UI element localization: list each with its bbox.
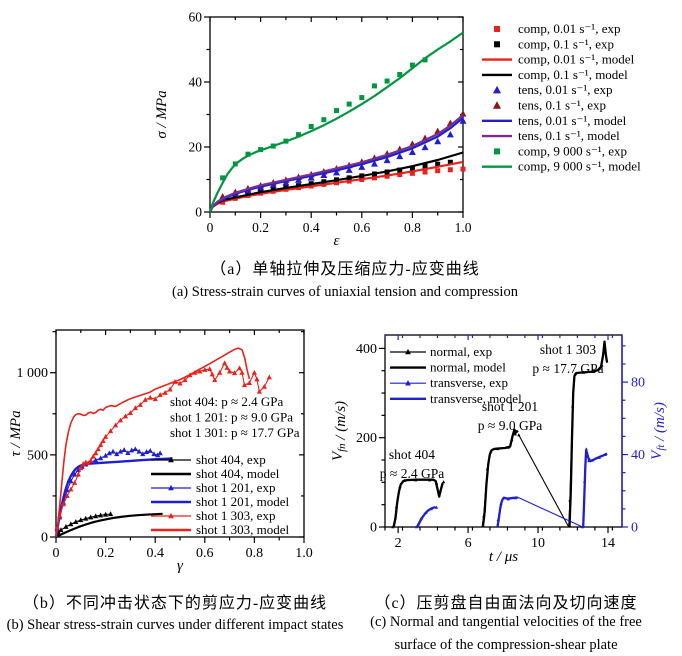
svg-text:1 000: 1 000 — [17, 366, 49, 381]
legend-label: comp, 0.1 s⁻¹, model — [518, 67, 628, 82]
svg-text:500: 500 — [27, 448, 48, 463]
svg-text:0.4: 0.4 — [146, 546, 164, 561]
annotation: p ≈ 17.7 GPa — [532, 361, 603, 376]
svg-text:60: 60 — [189, 10, 203, 25]
svg-text:200: 200 — [356, 431, 377, 446]
x-axis-label: t / μs — [489, 549, 518, 565]
series-tens-0-1-s-model — [208, 114, 464, 213]
legend-label: normal, model — [430, 360, 506, 375]
legend-label: shot 1 303, exp — [196, 508, 275, 523]
legend-label: transverse, exp — [430, 375, 508, 390]
legend-label: comp, 0.01 s⁻¹, exp — [518, 21, 620, 36]
legend-label: tens, 0.01 s⁻¹, model — [518, 113, 627, 128]
svg-text:10: 10 — [531, 536, 545, 551]
series-comp-9-000-s-exp — [220, 57, 428, 181]
series-shot-1-201-exp — [54, 446, 163, 531]
legend-label: shot 1 201, exp — [196, 480, 275, 495]
chart-a-stress-strain: 0 0.2 0.4 0.6 0.8 1.0 0 20 40 60 ε σ / MPa comp, 0.0… — [154, 10, 641, 250]
series-shot-1-201-model — [54, 457, 173, 538]
svg-text:6: 6 — [465, 536, 472, 551]
legend-label: comp, 0.1 s⁻¹, exp — [518, 36, 614, 51]
svg-text:0: 0 — [41, 531, 48, 546]
svg-text:0.6: 0.6 — [196, 546, 214, 561]
legend-label: transverse, model — [430, 391, 522, 406]
annotation: shot 1 201 — [482, 399, 538, 414]
series-shot-404-model — [55, 512, 163, 538]
annotation: shot 1 303 — [540, 342, 597, 357]
annotation: shot 1 201: p ≈ 9.0 GPa — [170, 410, 293, 425]
annotation: shot 404: p ≈ 2.4 GPa — [170, 394, 284, 409]
caption-a-en: (a) Stress-strain curves of uniaxial ten… — [172, 284, 518, 300]
series-shot-1-303-model — [55, 347, 251, 538]
legend-label: tens, 0.1 s⁻¹, exp — [518, 98, 606, 113]
legend-label: shot 1 201, model — [196, 494, 290, 509]
x-axis-label: ε — [334, 233, 340, 249]
caption-c-zh: （c）压剪盘自由面法向及切向速度 — [374, 595, 638, 612]
svg-text:0.4: 0.4 — [303, 220, 320, 235]
annotation: p ≈ 2.4 GPa — [380, 466, 444, 481]
annotations-c: shot 404 p ≈ 2.4 GPa shot 1 201 p ≈ 9.0 GPa… — [380, 342, 604, 481]
svg-text:0: 0 — [631, 521, 638, 536]
series-shot-404-exp — [55, 511, 114, 535]
legend-label: normal, exp — [430, 344, 492, 359]
svg-text:0.8: 0.8 — [246, 546, 264, 561]
svg-text:40: 40 — [189, 75, 203, 90]
legend-label: comp, 0.01 s⁻¹, model — [518, 52, 635, 67]
svg-text:0: 0 — [195, 205, 202, 220]
chart-c-free-surface-velocity: 2 6 10 14 0 200 400 0 40 80 Vft / (m/s) t / μs Vfn /… — [330, 334, 668, 565]
svg-text:0: 0 — [370, 521, 377, 536]
y2-axis-label: Vft / (m/s) — [649, 402, 668, 460]
svg-text:40: 40 — [631, 448, 645, 463]
svg-text:0.6: 0.6 — [353, 220, 370, 235]
svg-text:0.2: 0.2 — [252, 220, 269, 235]
svg-text:14: 14 — [601, 536, 615, 551]
annotation: shot 404 — [389, 447, 435, 462]
svg-text:2: 2 — [395, 536, 402, 551]
caption-b-zh: （b）不同冲击状态下的剪应力-应变曲线 — [22, 595, 328, 612]
caption-a-zh: （a）单轴拉伸及压缩应力-应变曲线 — [210, 261, 480, 278]
svg-text:0: 0 — [53, 546, 60, 561]
legend-label: comp, 9 000 s⁻¹, model — [518, 159, 641, 174]
svg-text:80: 80 — [631, 376, 645, 391]
svg-text:20: 20 — [189, 140, 203, 155]
series-shot-1-303-exp — [54, 360, 272, 530]
series-transverse-model — [416, 449, 608, 528]
annotation: p ≈ 9.0 GPa — [478, 418, 542, 433]
series-normal-model — [392, 340, 609, 528]
legend-label: shot 404, model — [196, 466, 280, 481]
legend-label: tens, 0.1 s⁻¹, model — [518, 128, 620, 143]
axes-c: 2 6 10 14 0 200 400 0 40 80 Vft / (m/s) t / μs Vfn /… — [330, 334, 668, 565]
chart-b-shear-stress-strain: 0 0.2 0.4 0.6 0.8 1.0 0 500 1 000 γ τ / MPa shot 40… — [8, 329, 313, 574]
x-axis-label: γ — [177, 558, 184, 574]
series-comp-9-000-s-model — [208, 31, 464, 213]
annotation: shot 1 301: p ≈ 17.7 GPa — [170, 425, 300, 440]
y-axis-label: σ / MPa — [154, 90, 170, 138]
caption-c-en-line1: (c) Normal and tangential velocities of … — [370, 614, 642, 630]
svg-text:1.0: 1.0 — [295, 546, 313, 561]
series-transverse-exp — [414, 447, 608, 529]
caption-c-en-line2: surface of the compression-shear plate — [394, 637, 618, 653]
legend-label: shot 1 303, model — [196, 522, 290, 537]
legend-label: shot 404, exp — [196, 452, 266, 467]
svg-text:400: 400 — [356, 342, 377, 357]
caption-b-en: (b) Shear stress-strain curves under dif… — [6, 617, 344, 633]
svg-text:1.0: 1.0 — [455, 220, 472, 235]
y-axis-label: Vfn / (m/s) — [330, 401, 349, 461]
axes-a: 0 0.2 0.4 0.6 0.8 1.0 0 20 40 60 ε σ / MPa — [154, 10, 472, 250]
legend-label: comp, 9 000 s⁻¹, exp — [518, 143, 627, 158]
axes-b: 0 0.2 0.4 0.6 0.8 1.0 0 500 1 000 γ τ / MPa — [8, 329, 313, 574]
legend-label: tens, 0.01 s⁻¹, exp — [518, 82, 613, 97]
svg-text:0.2: 0.2 — [97, 546, 115, 561]
svg-text:0: 0 — [207, 220, 214, 235]
y-axis-label: τ / MPa — [8, 410, 24, 456]
svg-text:0.8: 0.8 — [404, 220, 421, 235]
